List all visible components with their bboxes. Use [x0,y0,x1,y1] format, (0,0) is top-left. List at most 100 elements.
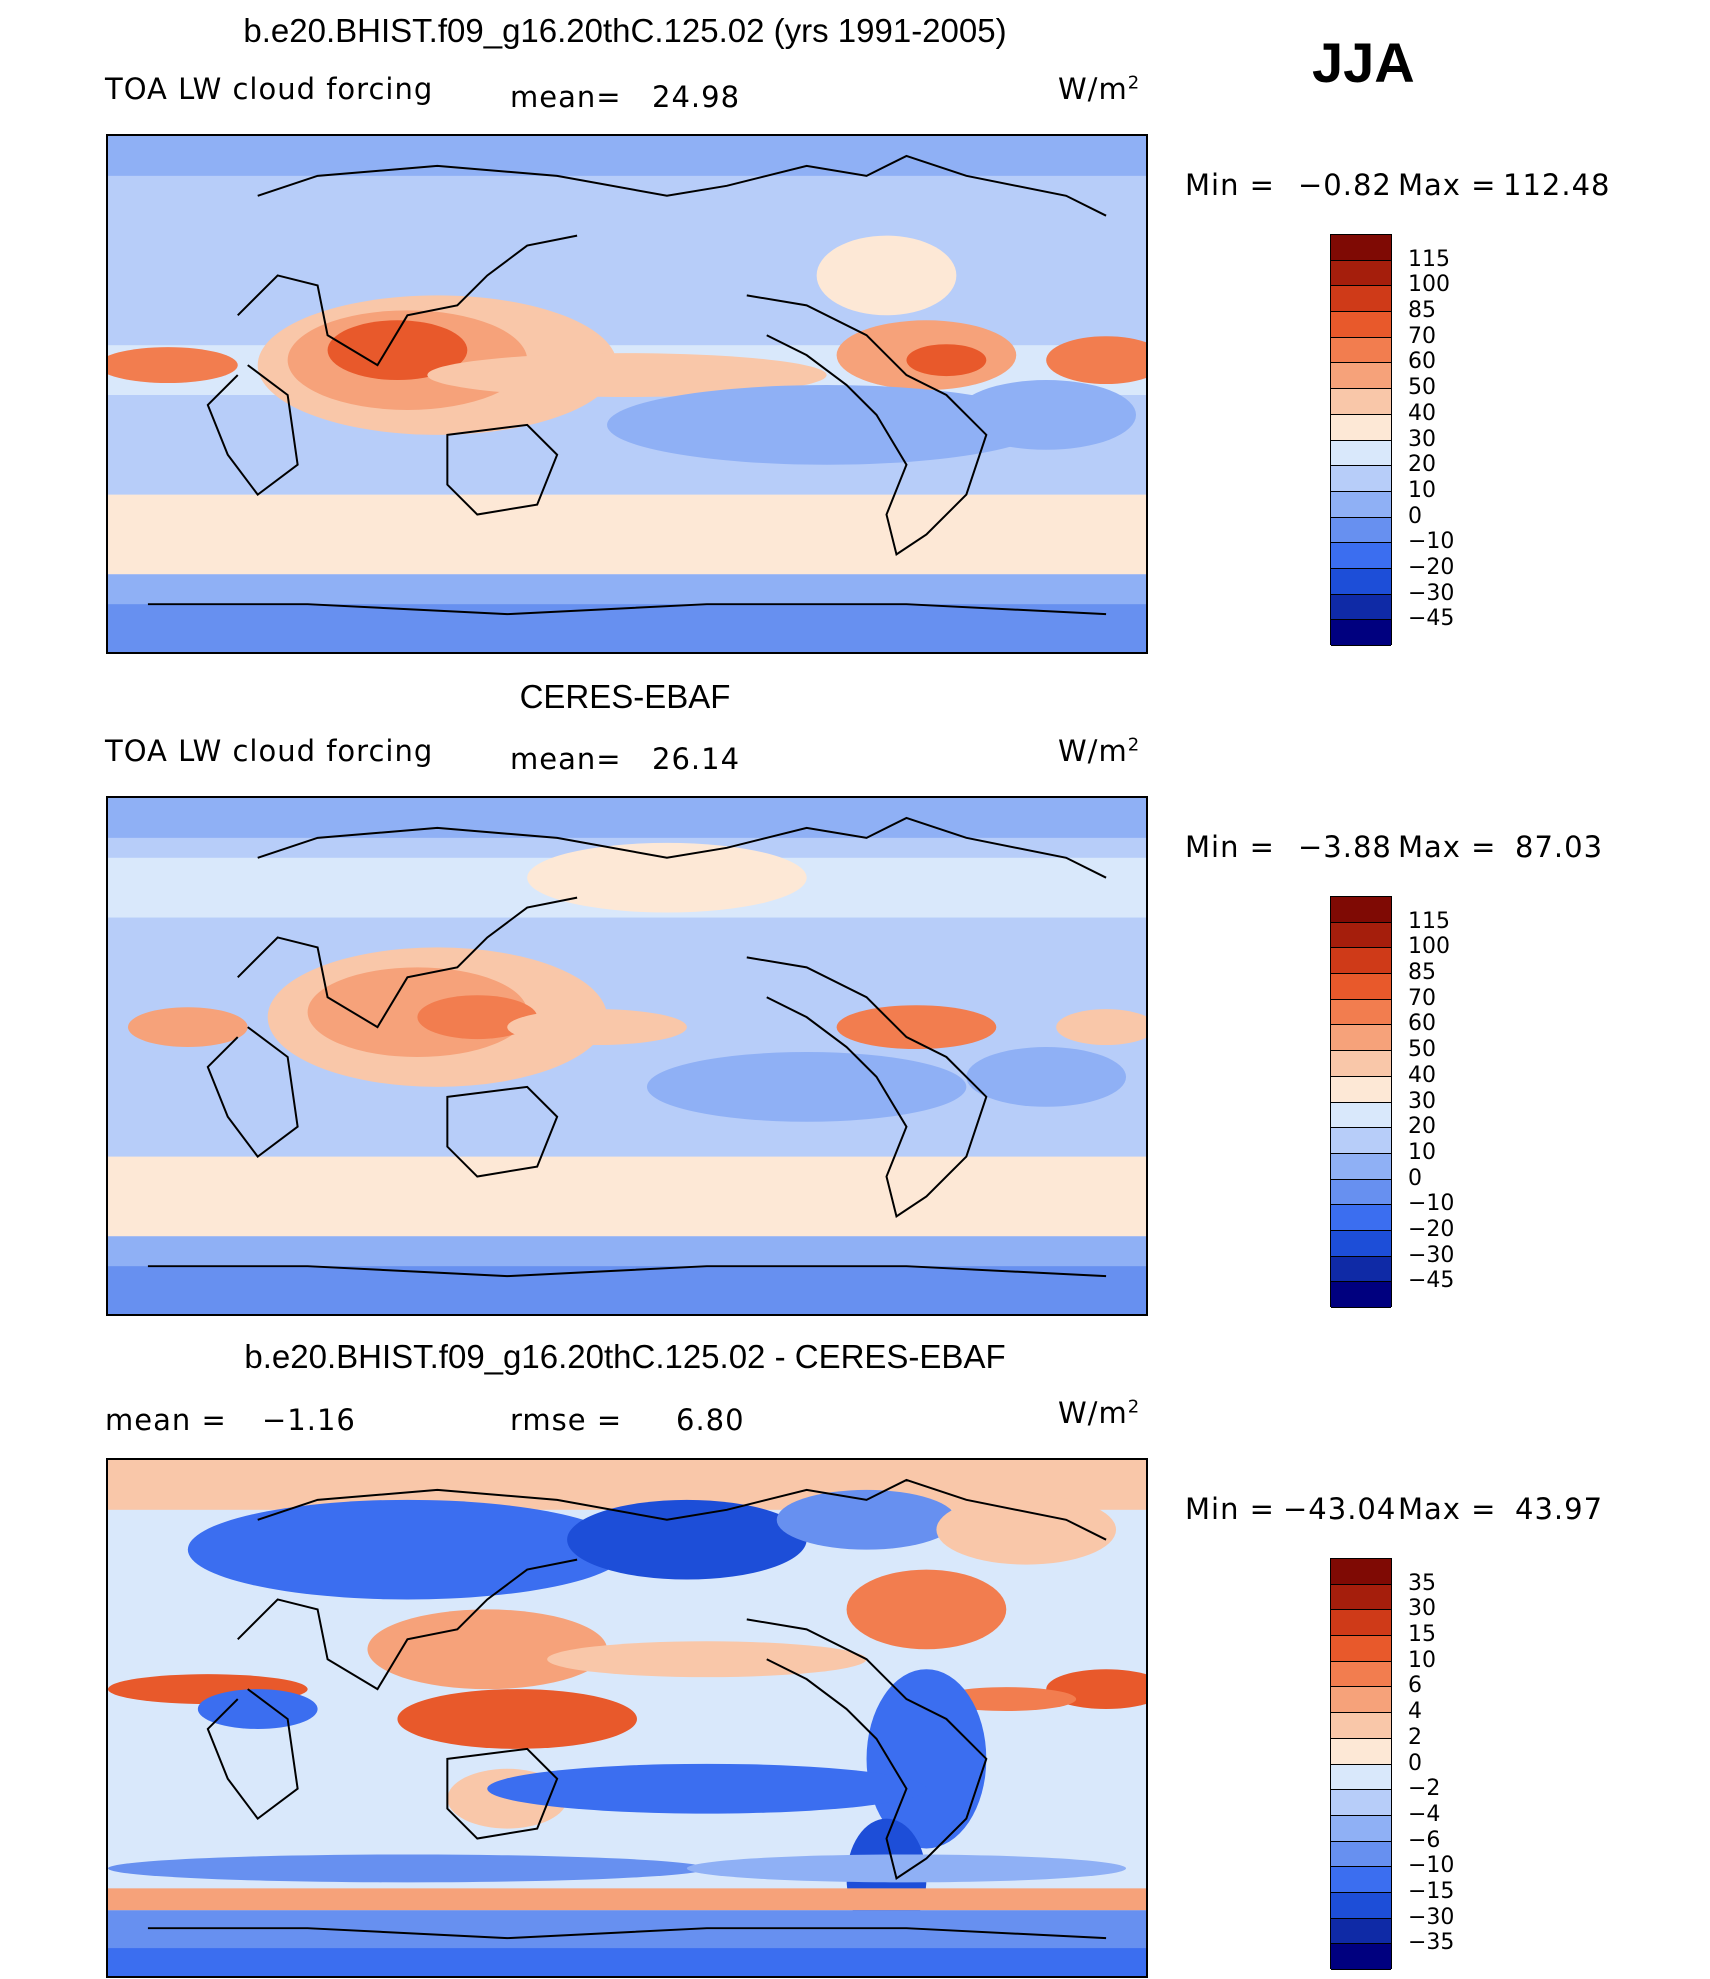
colorbar-swatch [1331,1559,1391,1585]
colorbar-swatch [1331,543,1391,569]
colorbar-tick-label: 0 [1408,1750,1422,1776]
colorbar-swatch [1331,466,1391,492]
colorbar-swatch [1331,1892,1391,1919]
colorbar-swatch [1331,1738,1391,1765]
colorbar-tick-label: 100 [1408,272,1450,298]
colorbar-swatch [1331,1584,1391,1611]
panel2-mean-value: 26.14 [652,742,741,776]
season-label: JJA [1312,31,1415,94]
colorbar-swatch [1331,235,1391,261]
colorbar-swatch [1331,414,1391,441]
colorbar-tick-label: −45 [1408,606,1455,632]
panel3-map-svg [108,1460,1146,1976]
colorbar-swatch [1331,1944,1391,1970]
colorbar-swatch [1331,337,1391,364]
colorbar-swatch [1331,1256,1391,1283]
colorbar-swatch [1331,568,1391,595]
colorbar-tick-label: −30 [1408,1904,1455,1930]
colorbar-swatch [1331,1918,1391,1945]
panel2-units: W/m2 [1058,734,1141,768]
colorbar-tick-label: −10 [1408,1853,1455,1879]
colorbar-tick-label: 0 [1408,503,1422,529]
colorbar-swatch [1331,999,1391,1026]
colorbar-tick-label: −20 [1408,554,1455,580]
colorbar-tick-label: 60 [1408,349,1436,375]
panel1-colorbar [1330,234,1392,646]
colorbar-tick-label: 60 [1408,1011,1436,1037]
colorbar-tick-label: 15 [1408,1622,1436,1648]
colorbar-swatch [1331,897,1391,923]
colorbar-swatch [1331,1205,1391,1231]
panel2-title: CERES-EBAF [519,678,731,715]
colorbar-tick-label: 0 [1408,1165,1422,1191]
colorbar-swatch [1331,312,1391,338]
colorbar-tick-label: −2 [1408,1776,1441,1802]
panel3-mean-value: −1.16 [262,1403,356,1437]
panel1-variable-label: TOA LW cloud forcing [105,72,434,106]
colorbar-tick-label: −45 [1408,1268,1455,1294]
colorbar-swatch [1331,1153,1391,1180]
colorbar-swatch [1331,1128,1391,1154]
panel3-mean-label: mean = [105,1403,227,1437]
colorbar-swatch [1331,491,1391,518]
colorbar-tick-label: −10 [1408,529,1455,555]
colorbar-swatch [1331,1841,1391,1868]
panel3-colorbar [1330,1558,1392,1970]
colorbar-swatch [1331,1179,1391,1206]
colorbar-tick-label: 115 [1408,246,1450,272]
colorbar-tick-label: 85 [1408,960,1436,986]
panel3-map [106,1458,1148,1978]
colorbar-tick-label: 30 [1408,1088,1436,1114]
colorbar-tick-label: −4 [1408,1801,1441,1827]
colorbar-swatch [1331,620,1391,646]
panel2-min-label: Min = [1185,830,1275,864]
colorbar-tick-label: −30 [1408,1242,1455,1268]
colorbar-tick-label: 100 [1408,934,1450,960]
colorbar-tick-label: 70 [1408,985,1436,1011]
colorbar-swatch [1331,1687,1391,1714]
colorbar-swatch [1331,1230,1391,1257]
colorbar-tick-label: −30 [1408,580,1455,606]
colorbar-tick-label: 40 [1408,400,1436,426]
panel1-map-svg [108,136,1146,652]
panel1-map [106,134,1148,654]
colorbar-swatch [1331,1764,1391,1791]
panel1-max-value: 112.48 [1503,168,1611,202]
colorbar-tick-label: 30 [1408,426,1436,452]
panel2-map-svg [108,798,1146,1314]
colorbar-swatch [1331,922,1391,949]
colorbar-swatch [1331,1636,1391,1662]
colorbar-tick-label: 10 [1408,477,1436,503]
colorbar-tick-label: 20 [1408,1114,1436,1140]
colorbar-tick-label: 30 [1408,1596,1436,1622]
colorbar-tick-label: −20 [1408,1216,1455,1242]
colorbar-tick-label: −15 [1408,1878,1455,1904]
colorbar-swatch [1331,974,1391,1000]
panel1-min-label: Min = [1185,168,1275,202]
colorbar-swatch [1331,363,1391,390]
colorbar-swatch [1331,440,1391,467]
colorbar-tick-label: −6 [1408,1827,1441,1853]
colorbar-swatch [1331,1051,1391,1077]
colorbar-tick-label: 4 [1408,1699,1422,1725]
colorbar-swatch [1331,1025,1391,1052]
colorbar-tick-label: 2 [1408,1724,1422,1750]
panel1-title: b.e20.BHIST.f09_g16.20thC.125.02 (yrs 19… [243,12,1007,49]
colorbar-tick-label: 35 [1408,1570,1436,1596]
colorbar-swatch [1331,1102,1391,1129]
panel3-rmse-value: 6.80 [676,1403,745,1437]
colorbar-swatch [1331,389,1391,415]
panel3-max-label: Max = [1398,1492,1497,1526]
colorbar-tick-label: −35 [1408,1930,1455,1956]
panel3-max-value: 43.97 [1515,1492,1604,1526]
panel3-min-value: −43.04 [1283,1492,1397,1526]
panel1-mean-label: mean= [510,80,622,114]
colorbar-tick-label: −10 [1408,1191,1455,1217]
colorbar-swatch [1331,1867,1391,1893]
colorbar-tick-label: 20 [1408,452,1436,478]
panel1-units: W/m2 [1058,72,1141,106]
colorbar-swatch [1331,286,1391,313]
colorbar-swatch [1331,260,1391,287]
panel2-variable-label: TOA LW cloud forcing [105,734,434,768]
colorbar-tick-label: 10 [1408,1647,1436,1673]
